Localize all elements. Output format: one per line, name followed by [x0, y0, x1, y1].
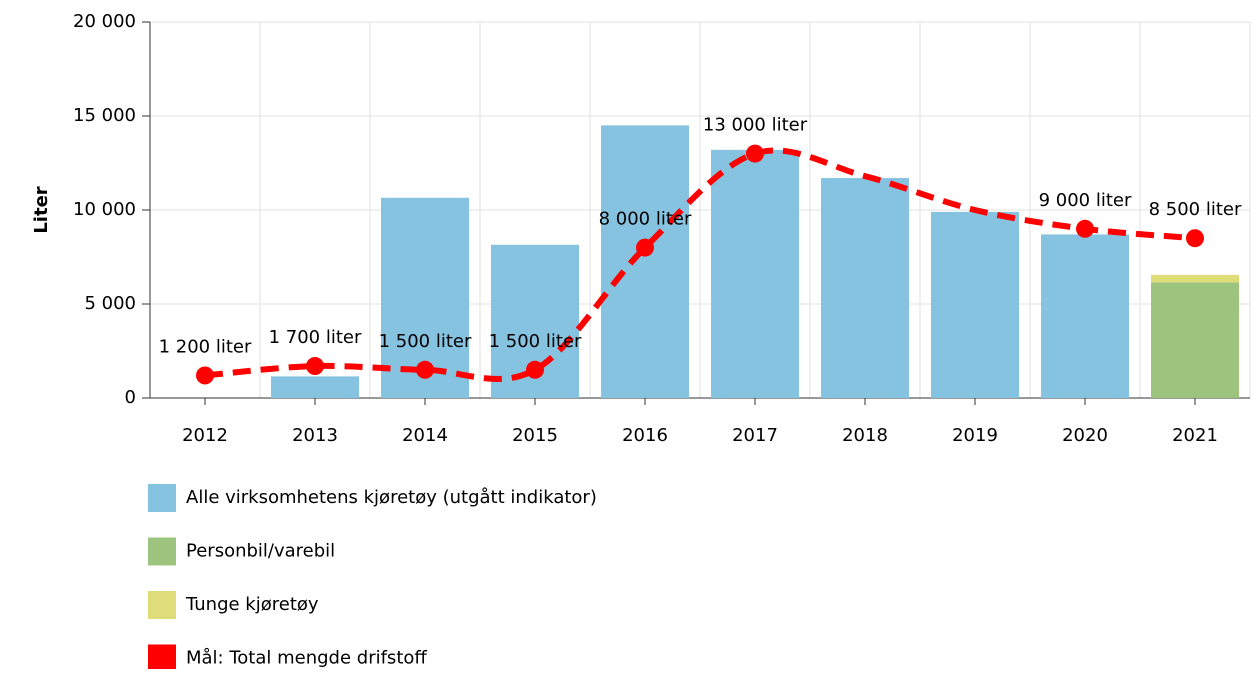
marker	[636, 238, 654, 257]
data-label: 1 700 liter	[269, 327, 362, 348]
data-label: 1 500 liter	[489, 331, 582, 352]
x-tick-label: 2017	[732, 425, 778, 446]
legend-swatch	[148, 591, 176, 619]
line	[204, 147, 1196, 382]
legend-swatch	[148, 644, 176, 673]
data-label: 13 000 liter	[703, 115, 808, 136]
bar	[601, 125, 689, 399]
marker	[196, 366, 214, 385]
marker	[526, 360, 544, 379]
legend-label: Tunge kjøretøy	[185, 594, 319, 615]
x-tick-label: 2021	[1172, 425, 1218, 446]
data-label: 8 000 liter	[599, 209, 692, 230]
x-tick-label: 2018	[842, 425, 888, 446]
y-tick-label: 0	[125, 387, 136, 408]
data-label: 9 000 liter	[1039, 190, 1132, 211]
bar	[1041, 234, 1129, 398]
marker	[1076, 219, 1094, 238]
bar	[711, 149, 799, 398]
legend-label: Mål: Total mengde drifstoff	[186, 648, 427, 669]
x-tick-label: 2015	[512, 425, 558, 446]
legend-swatch	[148, 537, 176, 566]
y-tick-label: 10 000	[73, 199, 136, 220]
x-tick-label: 2020	[1062, 425, 1108, 446]
x-tick-label: 2019	[952, 425, 998, 446]
marker	[416, 360, 434, 379]
bar	[931, 211, 1019, 398]
bar	[1151, 282, 1239, 398]
y-tick-label: 15 000	[73, 105, 136, 126]
marker	[306, 357, 324, 376]
data-label: 8 500 liter	[1149, 199, 1242, 220]
bar	[271, 376, 359, 398]
legend-swatch	[148, 484, 176, 512]
x-tick-label: 2014	[402, 425, 448, 446]
bar	[821, 178, 909, 398]
bar	[1151, 274, 1239, 283]
x-tick-label: 2012	[182, 425, 228, 446]
y-tick-label: 20 000	[73, 11, 136, 32]
x-tick-label: 2016	[622, 425, 668, 446]
legend-label: Alle virksomhetens kjøretøy (utgått indi…	[186, 487, 597, 508]
data-label: 1 200 liter	[159, 336, 252, 357]
marker	[746, 144, 764, 163]
y-tick-label: 5 000	[84, 293, 136, 314]
data-label: 1 500 liter	[379, 331, 472, 352]
marker	[1186, 229, 1204, 248]
x-tick-label: 2013	[292, 425, 338, 446]
y-axis-label: Liter	[31, 186, 52, 233]
legend-label: Personbil/varebil	[186, 541, 335, 562]
